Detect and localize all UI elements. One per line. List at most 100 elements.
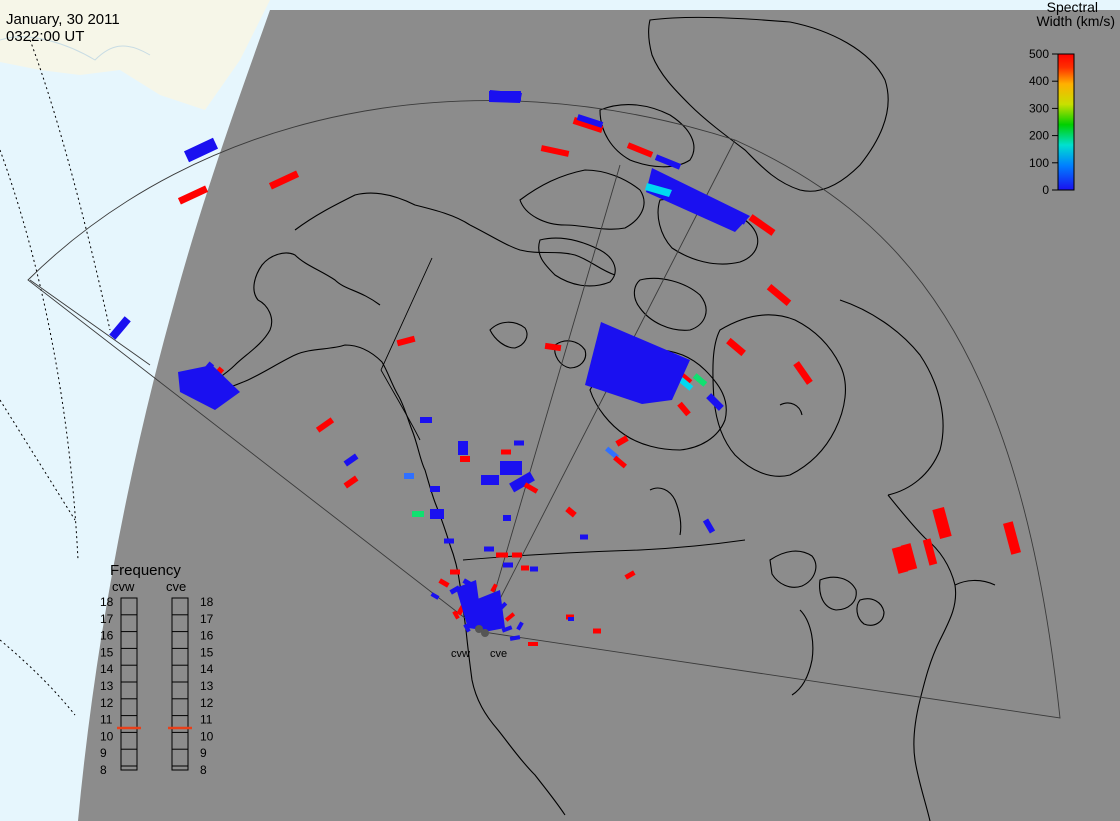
scatter-cell: [177, 185, 209, 205]
scatter-cell: [412, 511, 424, 517]
scatter-patch: [646, 168, 750, 232]
colorbar-tick-label: 300: [1029, 101, 1049, 115]
colorbar-tick-label: 100: [1029, 156, 1049, 170]
backscatter-cells: [109, 90, 1021, 646]
scatter-cell: [512, 552, 522, 558]
frequency-title: Frequency: [110, 562, 181, 579]
scatter-cell: [514, 440, 524, 446]
scatter-cell: [544, 342, 562, 352]
colorbar-tick-label: 0: [1042, 183, 1049, 197]
frequency-tick-label: 18: [200, 595, 214, 609]
scatter-cell: [521, 565, 529, 571]
frequency-tick-label: 11: [100, 713, 113, 727]
scatter-cell: [452, 610, 460, 620]
scatter-cell: [450, 569, 460, 575]
scatter-cell: [504, 612, 516, 622]
frequency-tick-label: 14: [100, 662, 114, 676]
freq-radar-label-cvw: cvw: [112, 579, 135, 594]
scatter-cell: [922, 538, 938, 566]
scatter-cell: [109, 316, 131, 340]
scatter-cell: [891, 546, 909, 574]
frequency-tick-label: 18: [100, 595, 114, 609]
scatter-cell: [793, 361, 813, 385]
scatter-cell: [626, 142, 654, 158]
graticule-line: [0, 149, 79, 561]
scatter-cell: [702, 518, 716, 534]
graticule-line: [0, 639, 76, 716]
scatter-patch: [456, 580, 483, 630]
scatter-cell: [430, 592, 440, 600]
scatter-patch: [178, 365, 240, 410]
scatter-cell: [430, 486, 440, 492]
scatter-cell: [615, 435, 629, 447]
frequency-tick-label: 10: [100, 729, 114, 743]
scatter-cell: [490, 583, 498, 593]
scatter-cell: [692, 373, 708, 387]
scatter-cell: [268, 170, 300, 190]
frequency-ladder-cve: [171, 597, 189, 771]
scatter-cell: [438, 578, 450, 588]
radar-label-cve: cve: [490, 648, 507, 660]
frequency-tick-label: 13: [200, 679, 214, 693]
scatter-cell: [654, 154, 682, 170]
scatter-cell: [530, 566, 538, 572]
frequency-tick-label: 10: [200, 729, 214, 743]
frequency-ladder-cvw: [120, 597, 138, 771]
scatter-cell: [748, 214, 776, 236]
scatter-cell: [183, 137, 219, 163]
frequency-tick-label: 9: [200, 746, 207, 760]
scatter-cell: [481, 475, 499, 485]
frequency-panel: Frequency cvw cve 18 17 16 15 14 13 12 11 10 9 8 18…: [100, 562, 214, 777]
scatter-cell: [932, 506, 952, 540]
scatter-cell: [404, 473, 414, 479]
colorbar-gradient: [1057, 53, 1075, 191]
scatter-cell: [501, 625, 513, 633]
colorbar-title-line1: Spectral: [1047, 0, 1098, 15]
frequency-tick-label: 16: [100, 629, 114, 643]
scatter-cell: [484, 546, 494, 552]
frequency-tick-label: 9: [100, 746, 107, 760]
scatter-cell: [565, 506, 577, 518]
scatter-cell: [624, 570, 636, 580]
scatter-patch: [645, 183, 672, 197]
scatter-cell: [460, 456, 470, 462]
scatter-cell: [516, 621, 524, 631]
scatter-cell: [766, 283, 792, 307]
scatter-cell: [458, 441, 468, 455]
frequency-tick-label: 16: [200, 629, 214, 643]
political-borders: [380, 257, 746, 561]
scatter-cell: [576, 114, 604, 128]
colorbar-tick-label: 500: [1029, 47, 1049, 61]
scatter-cell: [528, 642, 538, 646]
colorbar-tick-label: 200: [1029, 129, 1049, 143]
scatter-cell: [509, 635, 521, 641]
time-label: 0322:00 UT: [6, 28, 84, 45]
scatter-cell: [726, 337, 746, 357]
colorbar-title-line2: Width (km/s): [1036, 13, 1115, 29]
frequency-tick-label: 8: [200, 763, 207, 777]
radar-site-cvw: cvw: [451, 625, 483, 660]
colorbar-tick-label: 400: [1029, 74, 1049, 88]
scatter-cell: [444, 538, 454, 544]
scatter-cell: [463, 623, 471, 633]
scatter-cell: [500, 461, 522, 475]
scatter-cell: [503, 515, 511, 521]
scatter-cell: [568, 617, 574, 621]
frequency-tick-label: 17: [200, 612, 214, 626]
daylight-land: [0, 0, 270, 110]
scatter-cell: [1003, 521, 1021, 555]
radar-label-cvw: cvw: [451, 648, 470, 660]
scatter-patch: [489, 90, 522, 103]
scatter-cell: [540, 145, 570, 157]
scatter-cell: [572, 117, 604, 133]
frequency-tick-label: 15: [200, 645, 214, 659]
frequency-tick-label: 14: [200, 662, 214, 676]
scatter-cell: [593, 628, 601, 634]
scatter-cell: [315, 417, 335, 433]
freq-radar-label-cve: cve: [166, 579, 186, 594]
frequency-tick-label: 17: [100, 612, 114, 626]
scatter-cell: [900, 543, 918, 571]
scatter-cell: [677, 401, 691, 417]
